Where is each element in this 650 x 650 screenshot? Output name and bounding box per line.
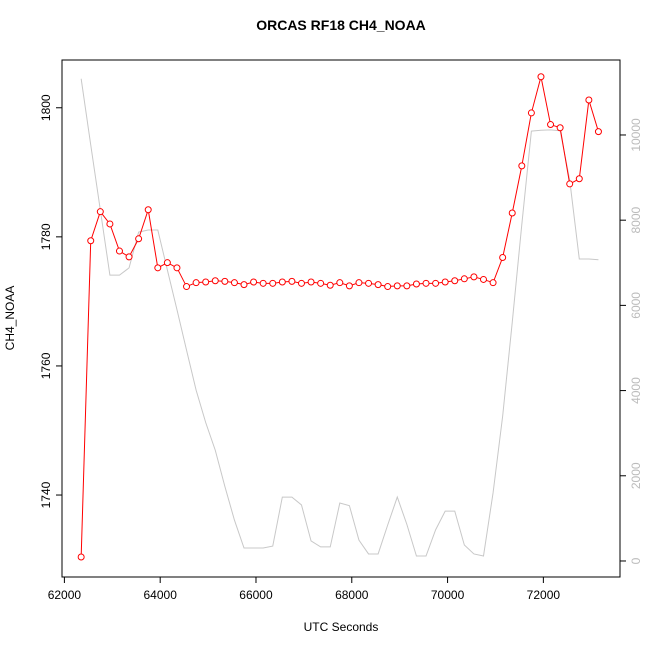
point <box>163 259 171 267</box>
point <box>240 281 248 289</box>
point <box>173 264 181 272</box>
point <box>154 264 162 272</box>
point <box>527 109 535 117</box>
series-line <box>80 78 599 557</box>
point <box>489 279 497 287</box>
y2-tick-label: 2000 <box>629 462 643 489</box>
point <box>594 128 602 136</box>
y-tick-label: 1760 <box>39 352 53 379</box>
x-tick-label: 66000 <box>239 588 273 602</box>
point <box>365 279 373 287</box>
point <box>259 279 267 287</box>
point <box>345 282 353 290</box>
point <box>125 253 133 261</box>
point <box>250 278 258 286</box>
point <box>422 279 430 287</box>
point <box>144 206 152 214</box>
point <box>585 96 593 104</box>
chart-title: ORCAS RF18 CH4_NOAA <box>256 17 426 33</box>
point <box>221 277 229 285</box>
point <box>297 279 305 287</box>
point <box>326 281 334 289</box>
point <box>96 208 104 216</box>
point <box>202 278 210 286</box>
y2-tick-label: 0 <box>629 557 643 564</box>
point <box>384 283 392 291</box>
point <box>183 283 191 291</box>
point <box>499 254 507 262</box>
point <box>374 281 382 289</box>
point <box>211 277 219 285</box>
y2-tick-label: 10000 <box>629 118 643 152</box>
point <box>556 124 564 132</box>
point <box>566 180 574 188</box>
point <box>269 279 277 287</box>
point <box>115 247 123 255</box>
y2-tick-label: 8000 <box>629 207 643 234</box>
point <box>106 220 114 228</box>
x-tick-label: 68000 <box>335 588 369 602</box>
point <box>537 73 545 81</box>
point <box>479 275 487 283</box>
point <box>518 162 526 170</box>
plot-box <box>61 59 621 578</box>
point <box>412 280 420 288</box>
y-tick-label: 1740 <box>39 481 53 508</box>
point <box>547 121 555 129</box>
x-tick-label: 72000 <box>527 588 561 602</box>
series-line <box>80 76 599 558</box>
point <box>192 279 200 287</box>
point <box>230 279 238 287</box>
point <box>355 279 363 287</box>
point <box>508 209 516 217</box>
point <box>393 282 401 290</box>
x-tick-label: 62000 <box>48 588 82 602</box>
point <box>460 275 468 283</box>
y-axis-label: CH4_NOAA <box>3 286 17 351</box>
y-tick-label: 1800 <box>39 94 53 121</box>
point <box>336 279 344 287</box>
x-axis-label: UTC Seconds <box>304 620 379 634</box>
point <box>317 279 325 287</box>
point <box>135 235 143 243</box>
point <box>278 278 286 286</box>
point <box>403 282 411 290</box>
point <box>77 553 85 561</box>
point <box>307 278 315 286</box>
x-tick-label: 70000 <box>431 588 465 602</box>
point <box>575 175 583 183</box>
point <box>451 277 459 285</box>
point <box>441 278 449 286</box>
y-tick-label: 1780 <box>39 223 53 250</box>
point <box>87 237 95 245</box>
y2-tick-label: 6000 <box>629 292 643 319</box>
y2-tick-label: 4000 <box>629 377 643 404</box>
x-tick-label: 64000 <box>144 588 178 602</box>
point <box>432 279 440 287</box>
point <box>288 277 296 285</box>
point <box>470 273 478 281</box>
